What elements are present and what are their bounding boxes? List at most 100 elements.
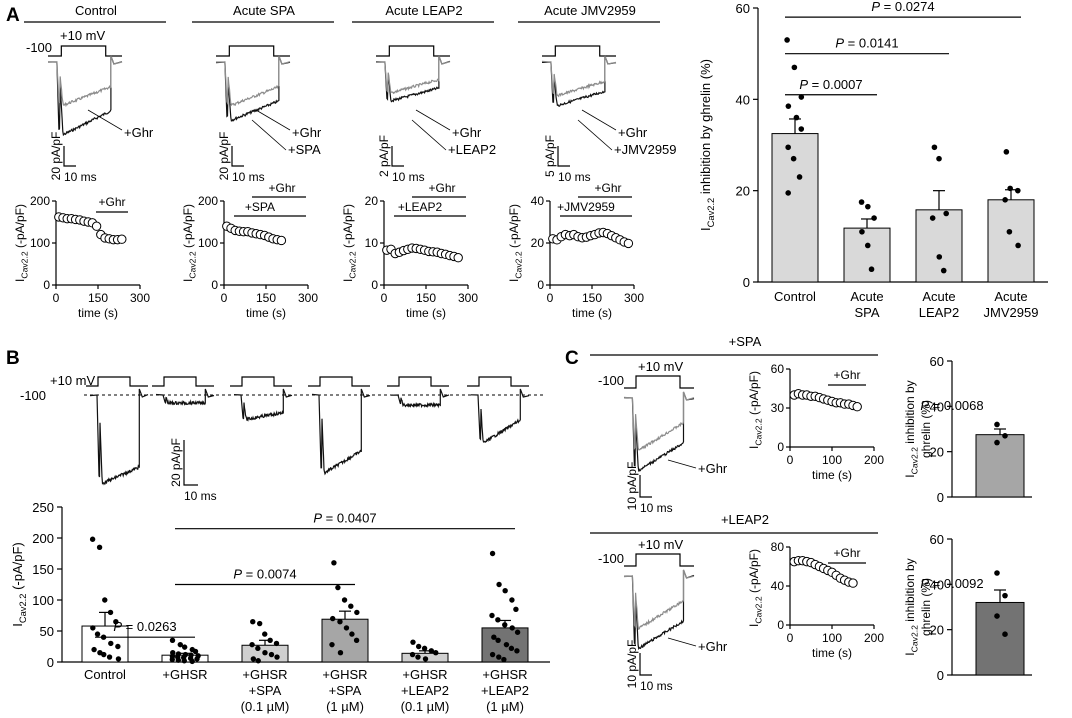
category-label: Acute: [922, 289, 955, 304]
y-tick-label: 0: [537, 278, 544, 292]
category-label: Control: [774, 289, 816, 304]
scale-time-label: 10 ms: [640, 501, 673, 515]
y-tick-label: 60: [930, 532, 944, 547]
y-tick-label: 40: [930, 577, 944, 592]
y-tick-label: 0: [937, 490, 944, 505]
time-course: 0 10 20 0 150 300: [365, 194, 479, 305]
y-tick-label: 20: [736, 184, 750, 199]
group-title: Control: [75, 3, 117, 18]
data-point: [337, 650, 344, 656]
data-point: [796, 174, 803, 180]
protocol-step: [467, 376, 529, 387]
y-tick-label: 20: [365, 194, 379, 208]
significance-p-value: P = 0.0274: [871, 0, 934, 14]
data-point: [936, 254, 943, 260]
protocol-step: [230, 376, 292, 387]
data-point: [101, 651, 107, 658]
data-point: [255, 658, 261, 664]
bar: [915, 209, 963, 283]
group-acute-spa: Acute SPA +Ghr +SPA 20 pA/pF 10 ms 0 100 200 0 15…: [181, 3, 334, 320]
y-tick-label: 200: [32, 531, 54, 546]
data-point: [858, 199, 865, 205]
y-tick-label: 100: [198, 236, 218, 250]
current-trace: [155, 388, 215, 406]
scale-time-label: 10 ms: [640, 679, 673, 693]
category-label: +GHSR: [402, 667, 447, 682]
x-tick-label: 0: [53, 291, 60, 305]
trace-control: [623, 569, 695, 651]
time-course: 0 30 60 0 100 200: [771, 362, 885, 467]
x-tick-label: 100: [822, 631, 842, 645]
data-point: [514, 648, 520, 654]
data-point: [852, 402, 862, 412]
bar-y-axis-label: ICav2.2 inhibition by ghrelin (%): [698, 59, 716, 231]
trace-ghrelin: [47, 55, 123, 108]
scale-bar-lines: [557, 146, 570, 167]
data-point: [433, 650, 439, 656]
trace-label-ghr: +Ghr: [698, 461, 728, 476]
application-label-drug: +JMV2959: [557, 200, 615, 214]
x-tick-label: 0: [381, 291, 388, 305]
x-tick-label: 300: [130, 291, 150, 305]
data-point: [994, 421, 1000, 428]
leader-line: [411, 119, 447, 151]
y-tick-label: 40: [736, 92, 750, 107]
category-label: +SPA: [249, 683, 282, 698]
application-label: +Ghr: [833, 546, 860, 560]
data-point: [994, 439, 1000, 446]
data-point: [335, 584, 341, 591]
data-point: [489, 651, 496, 658]
trace-label-ghr: +Ghr: [292, 125, 322, 140]
chart-b-bar: 0 50 100 150 200 250 ICav2.2 (-pA/pF) Control +G…: [10, 500, 550, 714]
time-course: 0 40 80 0 100 200: [771, 540, 885, 645]
trace-label-drug: +SPA: [288, 142, 321, 157]
application-label-ghr: +Ghr: [594, 181, 621, 195]
protocol-step: [308, 376, 370, 387]
trace-label-ghr: +Ghr: [452, 125, 482, 140]
tc-y-axis-label: ICav2.2 (-pA/pF): [747, 371, 764, 449]
x-tick-label: 0: [221, 291, 228, 305]
bar-p-value: P = 0.0068: [920, 398, 983, 413]
current-trace-group: [230, 376, 293, 422]
x-tick-label: 150: [256, 291, 276, 305]
category-label: JMV2959: [984, 305, 1039, 320]
current-trace-group: [308, 376, 371, 476]
scale-current-label: 5 pA/pF: [543, 135, 557, 177]
voltage-protocol: [542, 45, 616, 57]
scale-current-label: 20 pA/pF: [217, 132, 231, 181]
bar-p-value: P = 0.0092: [920, 576, 983, 591]
data-point: [273, 640, 280, 647]
current-trace: [233, 388, 293, 422]
significance-p-value: P = 0.0141: [835, 36, 898, 51]
scale-bar-lines: [391, 146, 404, 167]
category-label: (0.1 µM): [401, 699, 450, 714]
protocol-step: [542, 45, 616, 57]
data-point: [785, 103, 792, 109]
data-point: [785, 190, 791, 196]
x-tick-label: 300: [458, 291, 478, 305]
holding-potential-label: -100: [598, 551, 624, 566]
data-point: [489, 550, 496, 557]
holding-potential-label: -100: [26, 40, 52, 55]
data-point: [181, 644, 188, 650]
data-point: [91, 221, 102, 231]
data-point: [501, 656, 507, 663]
data-point: [784, 37, 790, 43]
data-point: [354, 609, 360, 616]
scale-current-label: 2 pA/pF: [377, 135, 391, 177]
trace-label-ghr: +Ghr: [618, 125, 648, 140]
y-tick-label: 40: [531, 194, 545, 208]
data-point: [91, 646, 97, 653]
protocol-step: [216, 45, 290, 57]
data-point: [96, 544, 103, 550]
scale-time-label: 10 ms: [64, 170, 97, 184]
bar: [975, 601, 1025, 676]
category-label: +LEAP2: [481, 683, 529, 698]
x-tick-label: 0: [787, 631, 794, 645]
application-label-ghr: +Ghr: [428, 181, 455, 195]
data-point: [503, 641, 510, 648]
